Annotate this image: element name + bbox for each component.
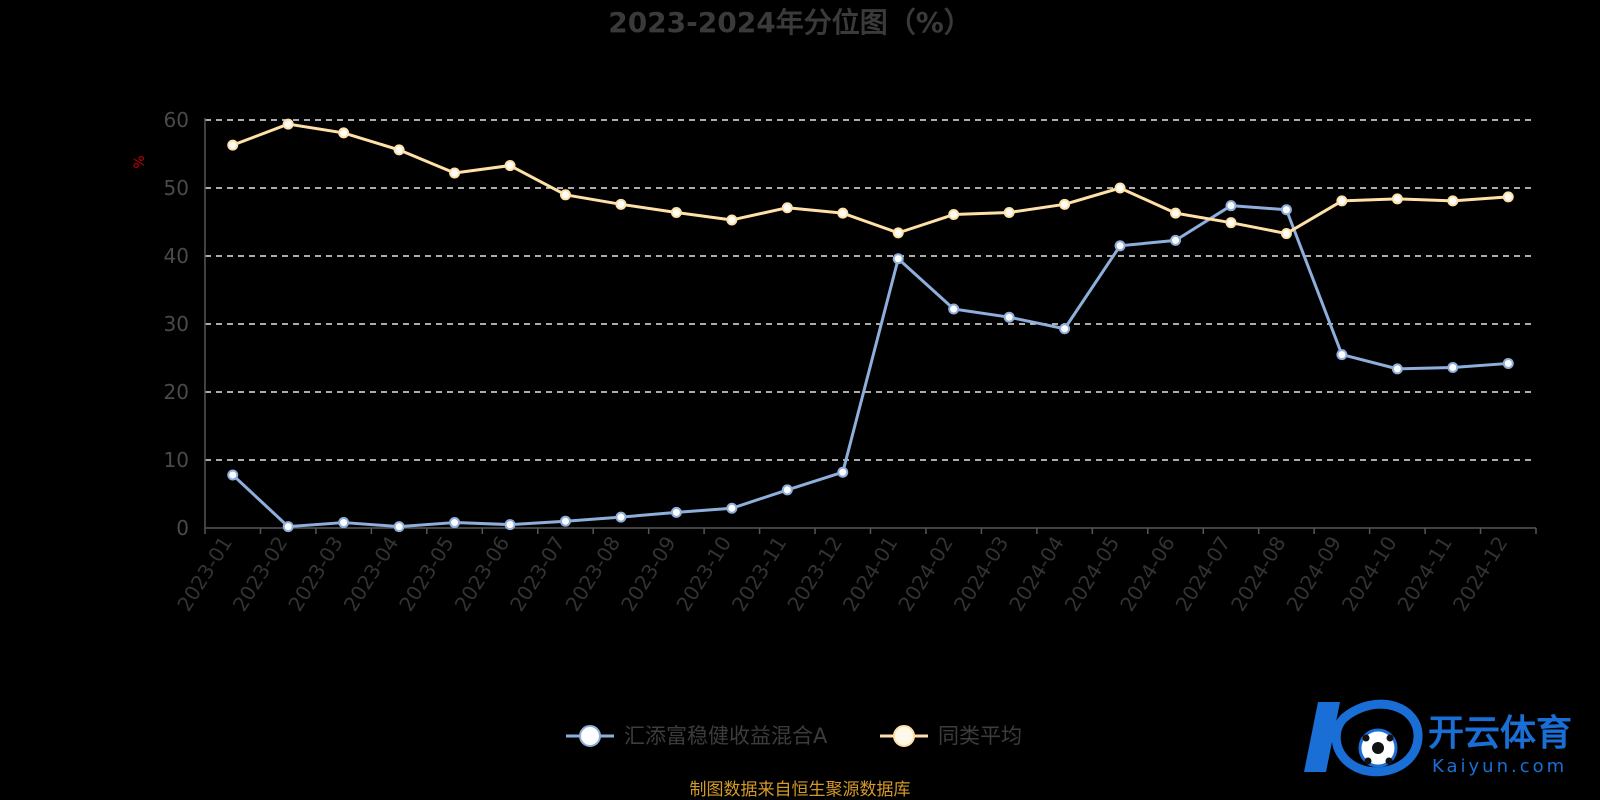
- y-tick-label: 60: [164, 108, 189, 132]
- x-tick-labels: 2023-012023-022023-032023-042023-052023-…: [172, 532, 1512, 616]
- legend-marker-fund: [579, 725, 601, 747]
- data-point[interactable]: [1225, 217, 1237, 229]
- data-point[interactable]: [1280, 228, 1292, 240]
- data-point[interactable]: [504, 160, 516, 172]
- series-fund: [227, 200, 1514, 533]
- data-point[interactable]: [1447, 362, 1459, 374]
- data-point[interactable]: [615, 198, 627, 210]
- legend-item-average[interactable]: 同类平均: [880, 724, 1022, 748]
- data-point[interactable]: [1447, 195, 1459, 207]
- y-tick-label: 30: [164, 312, 189, 336]
- data-point[interactable]: [227, 139, 239, 151]
- legend-label-average: 同类平均: [938, 724, 1022, 748]
- data-source-note: 制图数据来自恒生聚源数据库: [690, 780, 911, 800]
- y-tick-label: 50: [164, 176, 189, 200]
- data-point[interactable]: [670, 506, 682, 518]
- data-point[interactable]: [1059, 323, 1071, 335]
- data-point[interactable]: [1336, 349, 1348, 361]
- y-tick-label: 40: [164, 244, 189, 268]
- y-tick-label: 20: [164, 380, 189, 404]
- data-point[interactable]: [615, 511, 627, 523]
- data-point[interactable]: [892, 227, 904, 239]
- data-point[interactable]: [338, 517, 350, 529]
- grid-lines: [205, 119, 1536, 461]
- data-point[interactable]: [837, 466, 849, 478]
- data-point[interactable]: [726, 214, 738, 226]
- data-point[interactable]: [559, 515, 571, 527]
- series-layer: [227, 118, 1514, 533]
- data-point[interactable]: [504, 519, 516, 531]
- data-point[interactable]: [1059, 198, 1071, 210]
- y-tick-labels: 0 10 20 30 40 50 60: [164, 108, 189, 540]
- legend[interactable]: 汇添富稳健收益混合A 同类平均: [566, 724, 1022, 748]
- data-point[interactable]: [1170, 207, 1182, 219]
- data-point[interactable]: [338, 127, 350, 139]
- data-point[interactable]: [559, 189, 571, 201]
- data-point[interactable]: [393, 521, 405, 533]
- data-point[interactable]: [282, 521, 294, 533]
- legend-item-fund[interactable]: 汇添富稳健收益混合A: [566, 724, 828, 748]
- data-point[interactable]: [892, 253, 904, 265]
- data-point[interactable]: [948, 303, 960, 315]
- watermark-logo: 开云体育 Kaiyun.com: [1304, 699, 1572, 777]
- data-point[interactable]: [781, 202, 793, 214]
- data-point[interactable]: [227, 469, 239, 481]
- data-point[interactable]: [449, 517, 461, 529]
- data-point[interactable]: [726, 502, 738, 514]
- data-point[interactable]: [1502, 357, 1514, 369]
- data-point[interactable]: [670, 206, 682, 218]
- legend-label-fund: 汇添富稳健收益混合A: [624, 724, 828, 748]
- data-point[interactable]: [1003, 206, 1015, 218]
- data-point[interactable]: [282, 118, 294, 130]
- data-point[interactable]: [1502, 191, 1514, 203]
- y-axis-label: %: [132, 155, 148, 168]
- legend-marker-average: [893, 725, 915, 747]
- series-average: [227, 118, 1514, 240]
- data-point[interactable]: [948, 209, 960, 221]
- data-point[interactable]: [1225, 200, 1237, 212]
- data-point[interactable]: [1280, 204, 1292, 216]
- chart-title: 2023-2024年分位图（%）: [608, 6, 972, 39]
- data-point[interactable]: [449, 167, 461, 179]
- watermark-english-text: Kaiyun.com: [1432, 756, 1567, 777]
- kaiyun-logo-icon: [1304, 699, 1423, 777]
- data-point[interactable]: [1391, 193, 1403, 205]
- data-point[interactable]: [1336, 195, 1348, 207]
- x-tick-label: 2024-12: [1448, 532, 1513, 616]
- data-point[interactable]: [1114, 240, 1126, 252]
- y-tick-label: 0: [176, 516, 189, 540]
- axes: [204, 118, 1537, 534]
- data-point[interactable]: [1170, 234, 1182, 246]
- watermark-chinese-text: 开云体育: [1428, 713, 1572, 754]
- data-point[interactable]: [781, 484, 793, 496]
- y-tick-label: 10: [164, 448, 189, 472]
- data-point[interactable]: [1003, 311, 1015, 323]
- data-point[interactable]: [837, 207, 849, 219]
- series-line: [232, 122, 1509, 236]
- data-point[interactable]: [1114, 182, 1126, 194]
- data-point[interactable]: [1391, 363, 1403, 375]
- data-point[interactable]: [393, 144, 405, 156]
- series-line: [231, 204, 1509, 529]
